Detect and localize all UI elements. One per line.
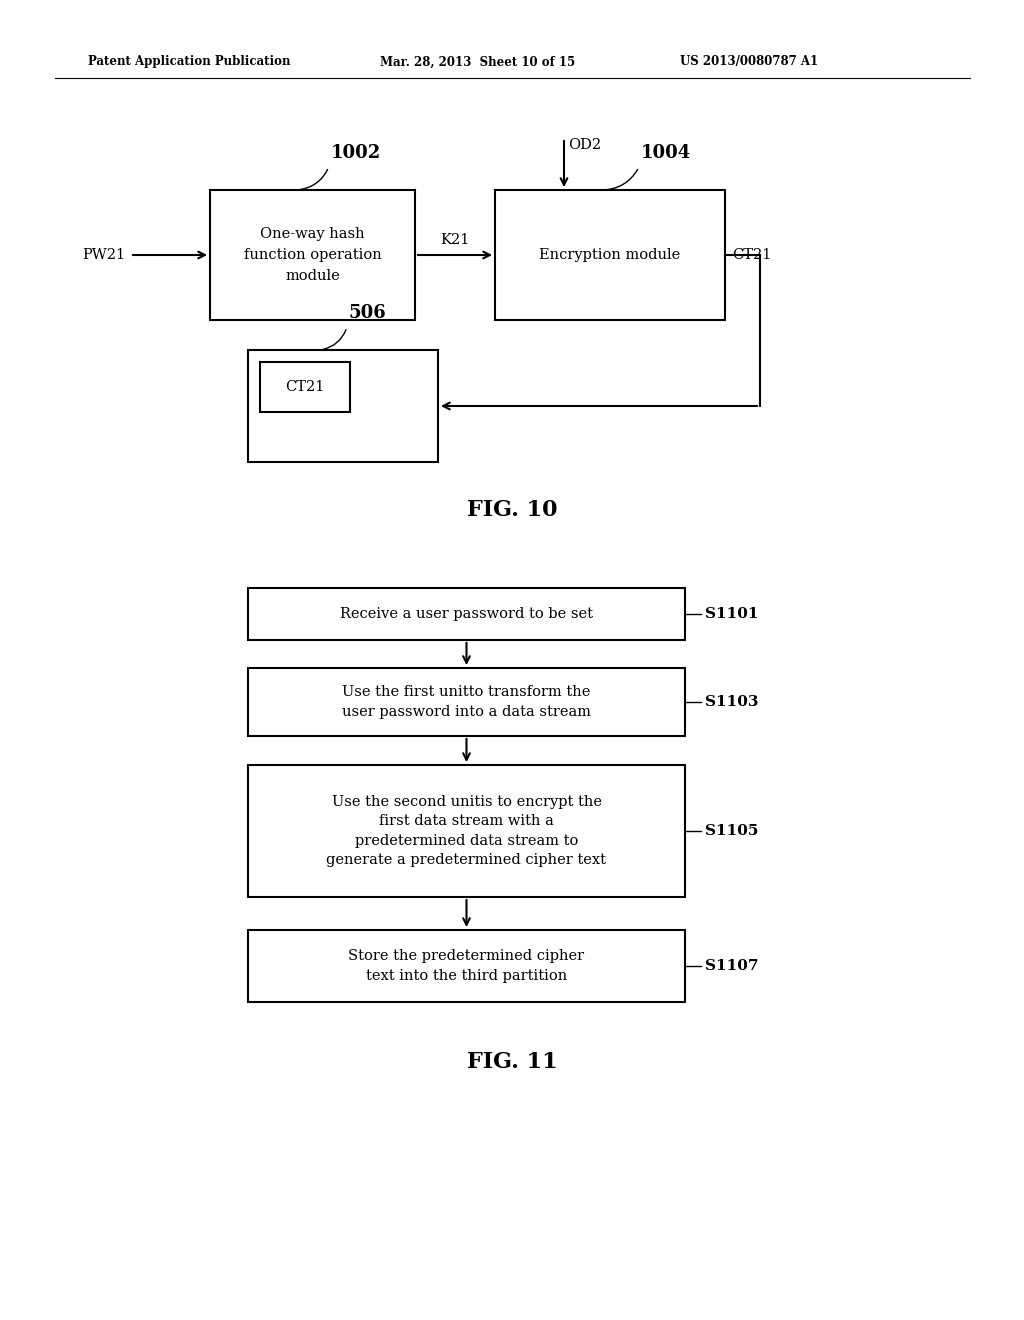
Text: CT21: CT21 — [732, 248, 771, 261]
Text: Use the second unitis to encrypt the
first data stream with a
predetermined data: Use the second unitis to encrypt the fir… — [327, 795, 606, 867]
Bar — [248, 766, 685, 898]
Text: S1105: S1105 — [705, 824, 759, 838]
Text: K21: K21 — [440, 234, 470, 247]
Text: 1002: 1002 — [331, 144, 381, 162]
Text: S1101: S1101 — [705, 607, 759, 620]
Text: Patent Application Publication: Patent Application Publication — [88, 55, 291, 69]
Text: 1004: 1004 — [641, 144, 691, 162]
Text: FIG. 11: FIG. 11 — [467, 1051, 557, 1073]
Text: Encryption module: Encryption module — [540, 248, 681, 261]
Text: CT21: CT21 — [286, 380, 325, 393]
Bar — [248, 350, 438, 462]
Bar — [248, 668, 685, 737]
Text: PW21: PW21 — [82, 248, 125, 261]
Text: One-way hash
function operation
module: One-way hash function operation module — [244, 227, 381, 282]
Bar — [495, 190, 725, 319]
Bar — [260, 362, 350, 412]
Text: Receive a user password to be set: Receive a user password to be set — [340, 607, 593, 620]
Text: Use the first unitto transform the
user password into a data stream: Use the first unitto transform the user … — [342, 685, 591, 719]
Text: S1103: S1103 — [705, 696, 759, 709]
Bar — [210, 190, 415, 319]
Bar — [248, 587, 685, 640]
Text: US 2013/0080787 A1: US 2013/0080787 A1 — [680, 55, 818, 69]
Text: FIG. 10: FIG. 10 — [467, 499, 557, 521]
Text: 506: 506 — [349, 304, 387, 322]
Text: Mar. 28, 2013  Sheet 10 of 15: Mar. 28, 2013 Sheet 10 of 15 — [380, 55, 575, 69]
Text: S1107: S1107 — [705, 960, 759, 973]
Text: OD2: OD2 — [568, 139, 601, 152]
Bar — [248, 931, 685, 1002]
Text: Store the predetermined cipher
text into the third partition: Store the predetermined cipher text into… — [348, 949, 585, 983]
